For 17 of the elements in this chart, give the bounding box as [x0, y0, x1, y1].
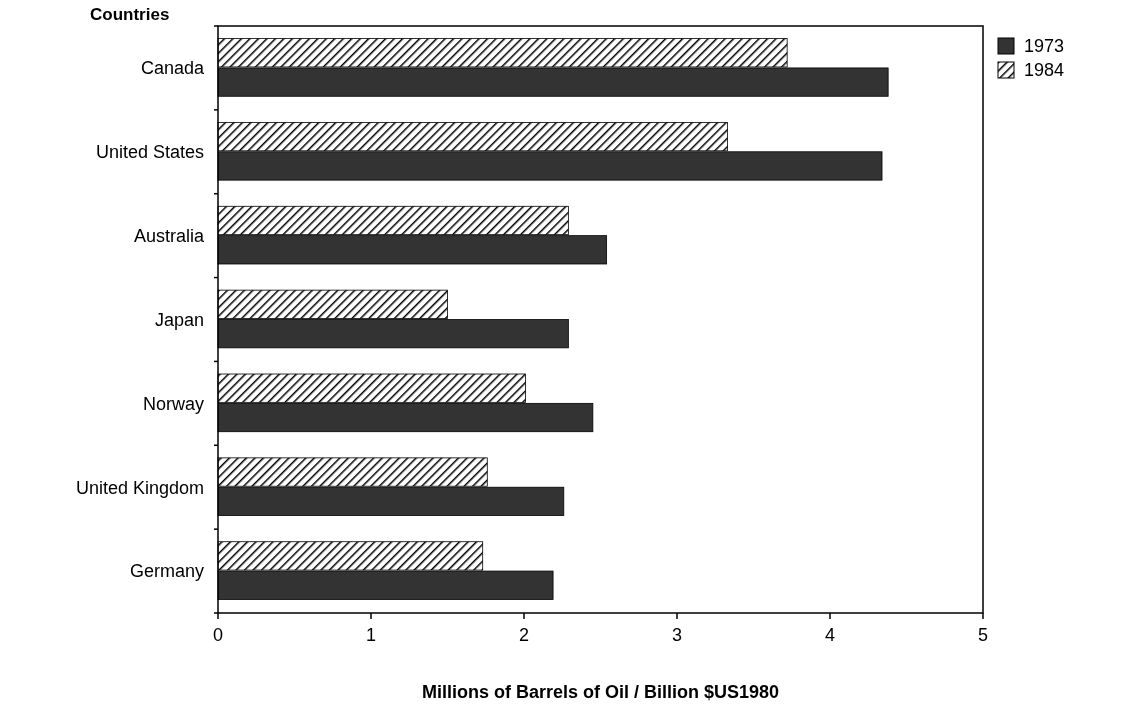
y-axis-title: Countries: [90, 5, 170, 24]
y-tick-label: Japan: [154, 309, 204, 330]
x-tick-label: 1: [365, 625, 377, 645]
y-tick-label: Australia: [133, 225, 205, 246]
legend-label: 1973: [1024, 36, 1065, 57]
x-tick-label: 3: [671, 625, 683, 645]
x-tick-label: 5: [977, 625, 989, 645]
x-axis-title: Millions of Barrels of Oil / Billion $US1980: [421, 682, 780, 702]
y-tick-label: Canada: [140, 58, 205, 79]
x-tick-label: 4: [824, 625, 836, 645]
y-tick-label: Germany: [129, 561, 204, 582]
legend-label: 1984: [1024, 60, 1065, 81]
x-tick-label: 0: [212, 625, 224, 645]
x-tick-label: 2: [518, 625, 530, 645]
y-tick-label: United States: [95, 142, 204, 163]
y-tick-label: United Kingdom: [75, 477, 204, 498]
y-tick-label: Norway: [142, 393, 204, 414]
